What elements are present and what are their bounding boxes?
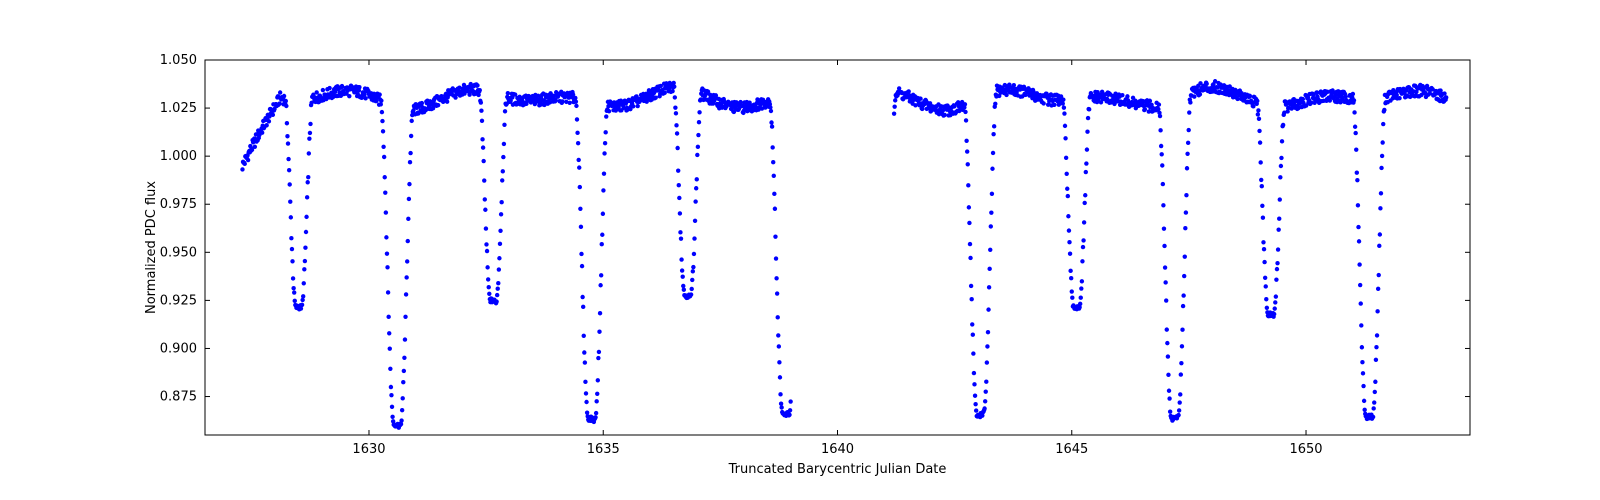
y-tick-label: 0.900: [160, 341, 197, 356]
chart-svg: 1630 1635 1640 1645 1650 0.875 0.900 0.925 0.950…: [0, 0, 1600, 500]
y-tick-label: 0.975: [160, 197, 197, 212]
y-tick-label: 0.875: [160, 390, 197, 405]
x-tick-label: 1640: [821, 442, 854, 457]
x-tick-label: 1650: [1289, 442, 1322, 457]
x-tick-label: 1630: [352, 442, 385, 457]
y-tick-label: 1.000: [160, 149, 197, 164]
x-tick-label: 1645: [1055, 442, 1088, 457]
y-tick-label: 0.925: [160, 293, 197, 308]
light-curve-chart: 1630 1635 1640 1645 1650 0.875 0.900 0.925 0.950…: [0, 0, 1600, 500]
x-tick-label: 1635: [587, 442, 620, 457]
x-axis-label: Truncated Barycentric Julian Date: [728, 462, 947, 477]
plot-frame: [205, 60, 1470, 435]
y-tick-label: 0.950: [160, 245, 197, 260]
y-tick-label: 1.050: [160, 53, 197, 68]
y-tick-label: 1.025: [160, 101, 197, 116]
y-axis-label: Normalized PDC flux: [144, 181, 159, 314]
data-points: [240, 79, 1448, 430]
